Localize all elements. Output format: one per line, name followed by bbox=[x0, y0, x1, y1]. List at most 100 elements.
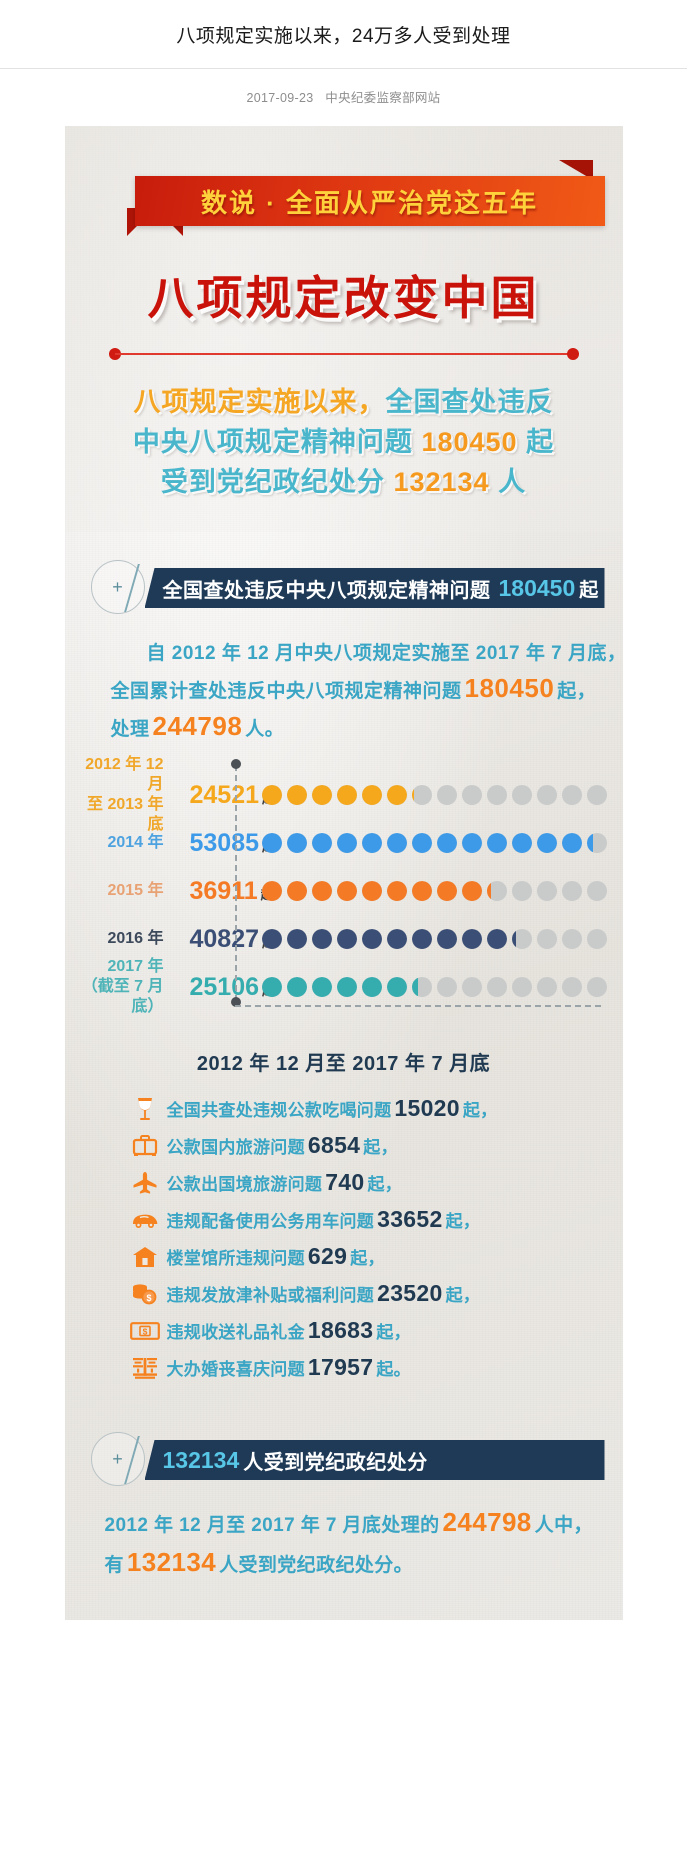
foot-1-number: 244798 bbox=[442, 1507, 532, 1537]
breakdown-item: 楼堂馆所违规问题 629 起， bbox=[123, 1238, 605, 1275]
section-2-bar: 132134 人受到党纪政纪处分 bbox=[144, 1440, 605, 1480]
chart-dot bbox=[561, 833, 582, 853]
hero-divider bbox=[108, 348, 579, 360]
breakdown-item-number: 15020 bbox=[394, 1095, 460, 1121]
chart-row: 2014 年 53085起 bbox=[81, 819, 607, 867]
chart-row-dots bbox=[261, 881, 607, 901]
chart-dot bbox=[461, 977, 482, 997]
section-2-header: + 132134 人受到党纪政纪处分 bbox=[65, 1430, 623, 1488]
chart-dot bbox=[536, 785, 557, 805]
breakdown-item: 违规配备使用公务用车问题 33652 起， bbox=[123, 1201, 605, 1238]
section-2-bar-number: 132134 bbox=[162, 1446, 240, 1473]
breakdown-item-label: 大办婚丧喜庆问题 bbox=[166, 1360, 305, 1379]
chart-dot bbox=[436, 929, 457, 949]
chart-dot bbox=[261, 977, 282, 997]
chart-dot bbox=[336, 881, 357, 901]
chart-dot bbox=[311, 833, 332, 853]
chart-dot bbox=[486, 833, 507, 853]
foot-1-text: 2012 年 12 月至 2017 年 7 月底处理的 bbox=[104, 1515, 440, 1536]
chart-dot bbox=[436, 785, 457, 805]
chart-row-value: 53085起 bbox=[189, 828, 276, 857]
hero-sub-1b: 全国查处违反 bbox=[385, 387, 554, 417]
breakdown-item-unit: 起， bbox=[367, 1175, 403, 1194]
ribbon-fold-right bbox=[558, 160, 593, 180]
breakdown-item-unit: 起， bbox=[445, 1286, 481, 1305]
chart-dot bbox=[311, 881, 332, 901]
chart-dot bbox=[436, 881, 457, 901]
breakdown-item-number: 6854 bbox=[307, 1132, 361, 1158]
breakdown-list: 全国共查处违规公款吃喝问题 15020 起， 公款国内旅游问题 6854 起， 公款出国境旅… bbox=[65, 1090, 623, 1404]
breakdown-item-text: 楼堂馆所违规问题 629 起， bbox=[167, 1243, 385, 1270]
chart-dot bbox=[561, 785, 582, 805]
airplane-icon bbox=[123, 1171, 167, 1195]
breakdown-item-number: 18683 bbox=[307, 1317, 374, 1343]
svg-text:$: $ bbox=[142, 1326, 147, 1336]
divider-dot-right bbox=[566, 348, 579, 360]
building-icon bbox=[123, 1246, 167, 1268]
chart-row-label: 2016 年 bbox=[107, 930, 164, 947]
foot-2-number: 132134 bbox=[126, 1547, 217, 1577]
breakdown-item-label: 楼堂馆所违规问题 bbox=[166, 1249, 305, 1268]
chart-dot bbox=[386, 929, 407, 949]
chart-row-value: 25106起 bbox=[189, 972, 276, 1001]
chart-dot bbox=[511, 881, 532, 901]
breakdown-heading: 2012 年 12 月至 2017 年 7 月底 bbox=[196, 1053, 491, 1075]
para-3-number: 244798 bbox=[152, 711, 243, 741]
para-3-unit: 人。 bbox=[245, 719, 285, 740]
hero-subtitle-line-2: 中央八项规定精神问题 180450 起 bbox=[87, 422, 601, 462]
chart-dot bbox=[361, 881, 382, 901]
breakdown-item: 公款出国境旅游问题 740 起， bbox=[123, 1164, 605, 1201]
foot-2-text: 有 bbox=[104, 1555, 124, 1576]
foot-line-2: 有 132134 人受到党纪政纪处分。 bbox=[105, 1544, 603, 1584]
hero-sub-1a: 八项规定实施以来， bbox=[133, 387, 386, 417]
chart-dot bbox=[311, 977, 332, 997]
breakdown-item-label: 全国共查处违规公款吃喝问题 bbox=[166, 1101, 392, 1120]
chart-baseline bbox=[234, 1005, 601, 1007]
header-divider bbox=[0, 68, 687, 69]
chart-dot bbox=[361, 929, 382, 949]
chart-dot bbox=[286, 881, 307, 901]
chart-dot bbox=[411, 833, 432, 853]
chart-dot bbox=[336, 977, 357, 997]
page-title: 八项规定实施以来，24万多人受到处理 bbox=[176, 26, 511, 47]
chart-dot bbox=[411, 881, 432, 901]
chart-dot bbox=[286, 833, 307, 853]
chart-dot bbox=[511, 833, 532, 853]
para-2-unit: 起， bbox=[557, 681, 597, 702]
chart-row: 2012 年 12 月至 2013 年底 24521起 bbox=[81, 756, 607, 833]
para-line-3: 处理 244798 人。 bbox=[111, 709, 595, 747]
chart-dot bbox=[511, 929, 532, 949]
hero-subtitle: 八项规定实施以来，全国查处违反 中央八项规定精神问题 180450 起 受到党纪… bbox=[65, 378, 623, 502]
chart-row: 2016 年 40827起 bbox=[81, 915, 607, 963]
chart-axis bbox=[230, 759, 241, 1007]
chart-dot bbox=[486, 785, 507, 805]
foot-1-unit: 人中， bbox=[534, 1515, 593, 1536]
hero-sub-2-number: 180450 bbox=[421, 427, 518, 457]
breakdown-item-text: 公款国内旅游问题 6854 起， bbox=[167, 1132, 398, 1159]
article-meta: 2017-09-23 中央纪委监察部网站 bbox=[0, 69, 687, 126]
chart-dot bbox=[411, 929, 432, 949]
chart-row-value: 24521起 bbox=[189, 780, 276, 809]
breakdown-item-text: 违规发放津补贴或福利问题 23520 起， bbox=[167, 1280, 481, 1307]
section-1-bar-label: 全国查处违反中央八项规定精神问题 bbox=[162, 579, 491, 602]
chart-row: 2015 年 36911起 bbox=[81, 867, 607, 915]
chart-row-dots bbox=[261, 977, 607, 997]
para-2-text: 全国累计查处违反中央八项规定精神问题 bbox=[110, 681, 462, 702]
chart-dot bbox=[361, 833, 382, 853]
breakdown-item-number: 33652 bbox=[377, 1206, 443, 1232]
breakdown-item: 全国共查处违规公款吃喝问题 15020 起， bbox=[123, 1090, 605, 1127]
double-happiness-icon bbox=[123, 1356, 167, 1380]
breakdown-item-unit: 起， bbox=[350, 1249, 385, 1268]
hero-sub-3-number: 132134 bbox=[393, 467, 490, 497]
hero-sub-3a: 受到党纪政纪处分 bbox=[160, 467, 385, 497]
chart-dot bbox=[311, 929, 332, 949]
section-1-bar-number: 180450 bbox=[498, 574, 576, 601]
chart-dot bbox=[511, 785, 532, 805]
breakdown-item-unit: 起。 bbox=[376, 1360, 411, 1379]
breakdown-item: $ 违规收送礼品礼金 18683 起， bbox=[123, 1312, 605, 1349]
para-3-text: 处理 bbox=[110, 719, 150, 740]
foot-2-unit: 人受到党纪政纪处分。 bbox=[219, 1555, 414, 1576]
chart-dot bbox=[586, 833, 607, 853]
svg-text:$: $ bbox=[146, 1293, 151, 1303]
foot-line-1: 2012 年 12 月至 2017 年 7 月底处理的 244798 人中， bbox=[105, 1504, 603, 1544]
